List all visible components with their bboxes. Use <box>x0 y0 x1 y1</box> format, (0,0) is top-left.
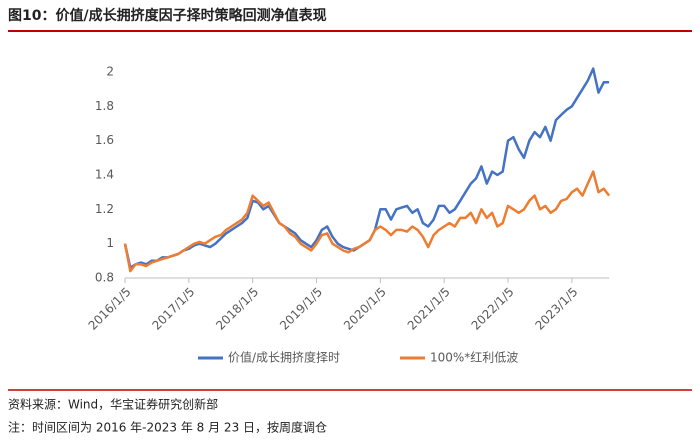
note: 注：时间区间为 2016 年-2023 年 8 月 23 日，按周度调仓 <box>8 420 327 435</box>
title: 图10：价值/成长拥挤度因子择时策略回测净值表现 <box>8 7 327 24</box>
y-tick-label: 1.2 <box>95 202 114 216</box>
y-tick-label: 0.8 <box>95 271 114 285</box>
source: 资料来源：Wind，华宝证券研究创新部 <box>8 397 218 412</box>
series-line <box>123 67 610 269</box>
x-tick-label: 2019/1/5 <box>277 285 325 333</box>
series-line <box>123 170 611 273</box>
legend-label: 价值/成长拥挤度择时 <box>228 350 340 365</box>
x-tick-label: 2021/1/5 <box>405 285 453 333</box>
x-tick-label: 2022/1/5 <box>469 285 517 333</box>
legend-label: 100%*红利低波 <box>430 350 518 365</box>
x-tick-label: 2018/1/5 <box>213 285 261 333</box>
x-tick-label: 2017/1/5 <box>149 285 197 333</box>
y-tick-label: 1.8 <box>95 99 114 113</box>
x-tick-label: 2023/1/5 <box>532 285 580 333</box>
x-tick-label: 2016/1/5 <box>86 285 134 333</box>
y-tick-label: 1.6 <box>95 133 114 147</box>
y-tick-label: 1 <box>106 236 114 250</box>
y-tick-label: 1.4 <box>95 168 114 182</box>
y-tick-label: 2 <box>106 65 114 79</box>
x-tick-label: 2020/1/5 <box>341 285 389 333</box>
